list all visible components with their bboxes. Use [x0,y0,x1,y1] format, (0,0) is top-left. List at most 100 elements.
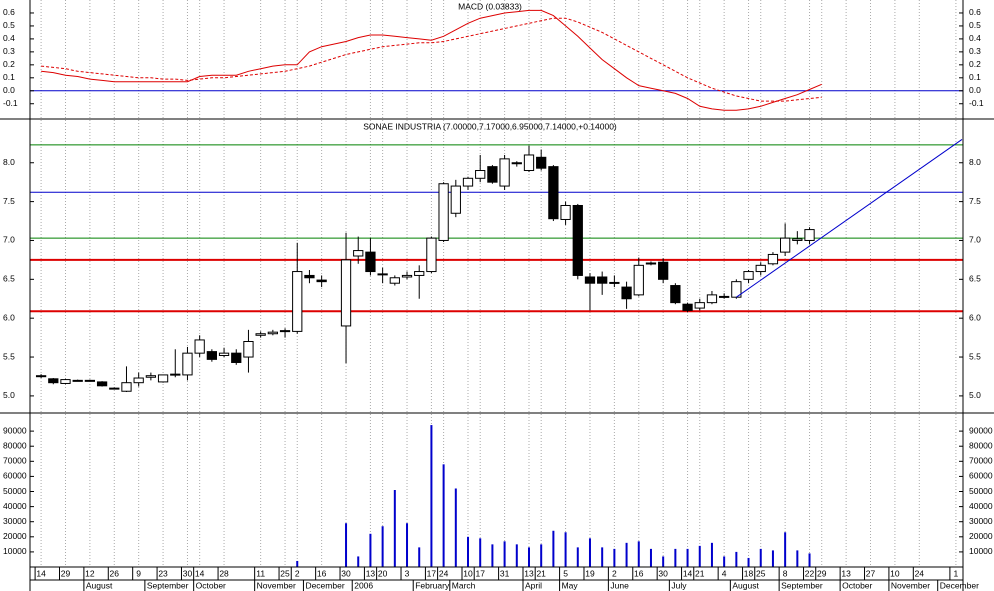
chart-title: SONAE INDUSTRIA (7.00000,7.17000,6.95000… [363,121,617,131]
candle-body [804,229,815,241]
y-tick-label: 0.3 [969,46,981,56]
month-label: May [562,580,579,590]
x-tick-label: 13 [366,568,376,578]
y-tick-label: 20000 [969,531,993,541]
volume-bar [625,542,628,567]
volume-bar [759,548,762,567]
volume-bar [576,547,579,567]
candle-body [450,185,461,214]
y-tick-label: 8.0 [969,157,981,167]
volume-bar [723,556,726,567]
y-tick-label: 6.5 [3,274,15,284]
x-tick-label: 3 [405,568,410,578]
x-tick-label: 14 [36,568,46,578]
volume-bar [674,548,677,567]
candle-body [279,330,291,333]
x-tick-label: 10 [463,568,473,578]
candle-body [353,250,364,257]
y-tick-label: -0.1 [969,98,984,108]
y-tick-label: 0.4 [969,33,981,43]
y-tick-label: 0.2 [3,59,15,69]
y-tick-label: -0.1 [3,98,18,108]
candle-body [755,264,766,273]
volume-bar [515,544,518,567]
month-label: November [257,580,296,590]
x-tick-label: 29 [817,568,827,578]
candle-body [438,183,449,241]
candle-body [170,373,181,376]
x-tick-label: 8 [783,568,788,578]
candle-body [743,271,754,280]
candle-body [377,273,388,276]
y-tick-label: 6.0 [3,312,15,322]
candle-body [511,162,522,165]
volume-bar [552,530,555,567]
candle-body [182,352,193,376]
candle-body [572,204,583,276]
x-tick-label: 30 [341,568,351,578]
candle-body [548,166,559,220]
x-tick-label: 29 [61,568,71,578]
volume-bar [808,553,811,567]
candle-body [414,271,425,276]
y-tick-label: 10000 [969,546,993,556]
y-tick-label: 10000 [3,546,27,556]
x-tick-label: 2 [295,568,300,578]
macd-line [41,9,822,111]
y-tick-label: 0.3 [3,46,15,56]
candle-body [462,177,474,187]
y-tick-label: 0.1 [3,72,15,82]
x-tick-label: 30 [658,568,668,578]
candle-body [231,352,242,363]
y-tick-label: 6.0 [969,312,981,322]
candle-body [243,340,254,358]
candle-body [475,170,486,179]
volume-bar [369,533,372,567]
candle-body [694,302,705,309]
y-tick-label: 0.6 [3,7,15,17]
candle-body [670,285,681,304]
x-tick-label: 1 [954,568,959,578]
month-label: November [891,580,930,590]
y-tick-label: 0.0 [3,85,15,95]
y-tick-label: 0.4 [3,33,15,43]
volume-bar [345,523,348,567]
candle-body [109,387,120,390]
y-tick-label: 5.0 [3,390,15,400]
volume-bar [454,488,457,567]
y-tick-label: 70000 [3,456,27,466]
x-tick-label: 25 [280,568,290,578]
candle-body [706,294,718,304]
volume-bar [418,547,421,567]
y-tick-label: 60000 [969,471,993,481]
x-tick-label: 13 [841,568,851,578]
volume-bar [796,550,799,567]
candle-body [792,238,803,241]
month-label: June [610,580,629,590]
y-tick-label: 7.5 [969,196,981,206]
candle-body [194,339,205,354]
volume-bar [601,547,604,567]
candle-body [609,281,620,284]
y-tick-label: 90000 [3,425,27,435]
candle-body [682,303,693,311]
x-tick-label: 21 [695,568,705,578]
volume-bar [357,556,360,567]
y-tick-label: 0.6 [969,7,981,17]
x-tick-label: 24 [439,568,449,578]
candle-body [218,352,230,356]
x-tick-label: 5 [563,568,568,578]
candle-body [255,333,266,336]
volume-bar [564,532,567,567]
candle-body [267,331,278,335]
month-label: April [525,580,542,590]
candle-body [316,279,327,283]
x-tick-label: 23 [158,568,168,578]
y-tick-label: 30000 [3,516,27,526]
volume-bar [747,557,750,567]
x-tick-label: 28 [219,568,229,578]
volume-bar [588,538,591,567]
x-tick-label: 31 [500,568,510,578]
y-tick-label: 7.0 [3,235,15,245]
candle-body [304,274,315,279]
